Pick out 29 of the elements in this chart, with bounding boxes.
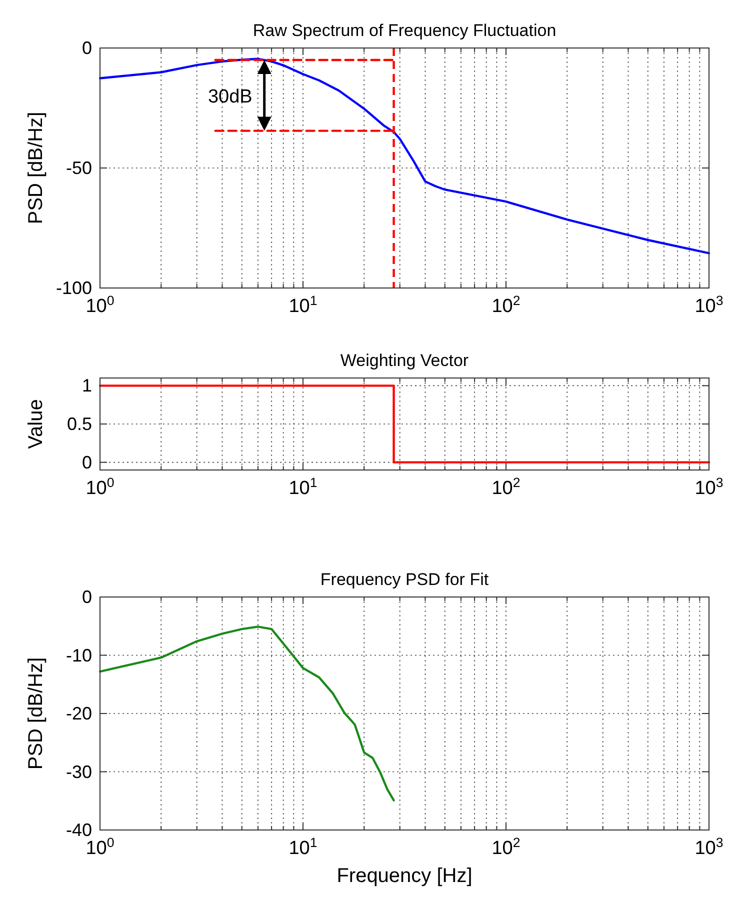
y-tick-label: 0 [82,38,92,58]
y-tick-label: -40 [66,820,92,840]
y-tick-label: 0 [82,452,92,472]
x-tick-label: 10$^{1}$ [288,834,318,859]
x-tick-label: 10$^{0}$ [86,474,114,499]
chart-title: Weighting Vector [340,351,469,370]
chart-title: Frequency PSD for Fit [320,570,489,589]
y-axis-title: Value [25,399,47,449]
y-tick-label: -20 [66,704,92,724]
x-tick-label: 10$^{3}$ [694,474,724,499]
y-tick-label: -30 [66,762,92,782]
y-tick-label: 0 [82,587,92,607]
y-tick-label: -10 [66,645,92,666]
y-tick-label: -50 [66,158,92,178]
x-tick-label: 10$^{2}$ [492,834,520,859]
y-tick-label: 1 [82,376,92,396]
x-tick-label: 10$^{2}$ [492,474,520,499]
y-axis-title: PSD [dB/Hz] [25,112,47,224]
y-axis-title: PSD [dB/Hz] [25,657,47,770]
annotation: 30dB [208,86,252,108]
x-tick-label: 10$^{2}$ [492,292,520,317]
x-tick-label: 10$^{1}$ [288,474,318,499]
x-axis-title: Frequency [Hz] [336,865,472,887]
x-tick-label: 10$^{3}$ [694,292,724,317]
chart-title: Raw Spectrum of Frequency Fluctuation [252,21,556,40]
y-tick-label: -100 [56,278,92,298]
x-tick-label: 10$^{1}$ [288,292,318,317]
y-tick-label: 0.5 [66,414,92,434]
x-tick-label: 10$^{3}$ [694,834,724,859]
